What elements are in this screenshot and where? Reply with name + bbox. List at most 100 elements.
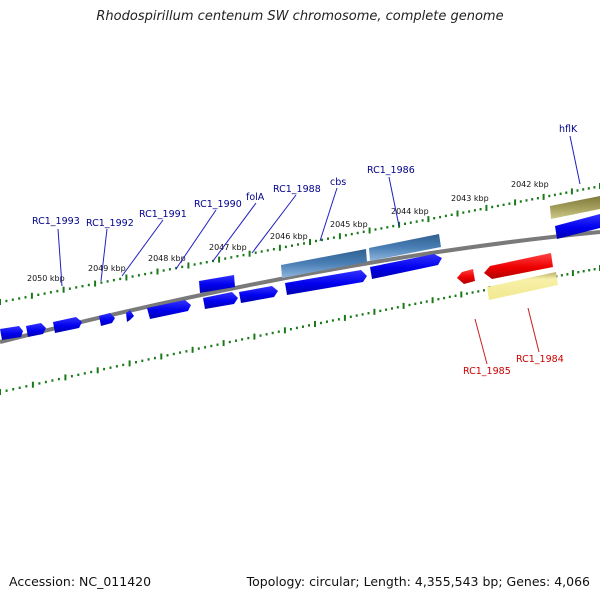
scale-major-tick xyxy=(278,244,281,251)
scale-minor-tick xyxy=(199,262,202,265)
scale-minor-tick xyxy=(355,314,358,317)
scale-minor-tick xyxy=(115,365,118,368)
scale-minor-tick xyxy=(409,221,412,224)
kbp-label-2049: 2049 kbp xyxy=(88,264,126,273)
scale-minor-tick xyxy=(24,296,27,299)
scale-major-tick xyxy=(253,333,256,340)
gene-arrow[interactable] xyxy=(555,214,600,239)
gene-box-hflk[interactable] xyxy=(550,196,600,219)
scale-major-tick xyxy=(191,346,194,353)
scale-minor-tick xyxy=(12,388,15,391)
scale-major-tick xyxy=(222,340,225,347)
gene-label-rc1-1992[interactable]: RC1_1992 xyxy=(86,218,134,229)
gene-arrow[interactable] xyxy=(285,270,367,295)
scale-minor-tick xyxy=(566,273,569,276)
gene-arrow[interactable] xyxy=(26,323,46,337)
kbp-label-2046: 2046 kbp xyxy=(270,232,308,241)
gene-label-rc1-1984[interactable]: RC1_1984 xyxy=(516,354,564,365)
gene-box-rc1-1986[interactable] xyxy=(369,234,441,261)
scale-minor-tick xyxy=(593,186,596,189)
scale-minor-tick xyxy=(216,343,219,346)
scale-minor-tick xyxy=(454,294,457,297)
gene-arrow[interactable] xyxy=(370,254,442,279)
scale-minor-tick xyxy=(259,334,262,337)
scale-minor-tick xyxy=(386,226,389,229)
gene-label-rc1-1990[interactable]: RC1_1990 xyxy=(194,199,242,210)
scale-minor-tick xyxy=(272,248,275,251)
scale-minor-tick xyxy=(266,249,269,252)
gene-box-rc1-1984-yellow[interactable] xyxy=(487,272,558,300)
gene-label-rc1-1993[interactable]: RC1_1993 xyxy=(32,216,80,227)
scale-minor-tick xyxy=(44,380,47,384)
scale-minor-tick xyxy=(502,203,505,206)
scale-minor-tick xyxy=(473,209,476,212)
scale-minor-tick xyxy=(166,354,169,357)
scale-major-tick xyxy=(431,297,434,304)
scale-minor-tick xyxy=(193,263,196,266)
gene-arrow[interactable] xyxy=(239,286,278,303)
scale-minor-tick xyxy=(137,274,140,277)
scale-minor-tick xyxy=(241,338,244,341)
scale-major-tick xyxy=(128,360,131,367)
scale-minor-tick xyxy=(265,333,268,336)
scale-major-tick xyxy=(309,239,311,245)
gene-box[interactable] xyxy=(199,275,235,293)
gene-arrow[interactable] xyxy=(126,310,134,322)
kbp-label-2045: 2045 kbp xyxy=(330,220,368,229)
scale-major-tick xyxy=(187,262,190,269)
kbp-scale-labels: 2050 kbp 2049 kbp 2048 kbp 2047 kbp 2046… xyxy=(27,180,549,283)
scale-minor-tick xyxy=(593,268,596,271)
scale-major-tick xyxy=(218,256,221,263)
scale-minor-tick xyxy=(362,230,365,233)
scale-minor-tick xyxy=(391,307,393,310)
scale-major-tick xyxy=(314,321,316,327)
scale-minor-tick xyxy=(437,298,440,301)
scale-major-tick xyxy=(96,367,99,374)
scale-minor-tick xyxy=(295,326,298,330)
scale-minor-tick xyxy=(559,192,562,195)
scale-minor-tick xyxy=(37,293,40,296)
gene-arrow[interactable] xyxy=(99,313,115,326)
scale-minor-tick xyxy=(271,331,274,335)
scale-minor-tick xyxy=(587,187,590,190)
gene-box-cbs[interactable] xyxy=(281,249,367,278)
scale-minor-tick xyxy=(331,319,334,322)
scale-minor-tick xyxy=(228,340,231,344)
gene-arrow[interactable] xyxy=(0,326,23,340)
scale-minor-tick xyxy=(448,295,451,299)
gene-label-hflk[interactable]: hflK xyxy=(559,124,578,135)
scale-minor-tick xyxy=(462,211,465,214)
plus-strand-genes xyxy=(0,196,600,340)
kbp-label-2050: 2050 kbp xyxy=(27,274,65,283)
gene-arrow[interactable] xyxy=(203,292,238,309)
scale-minor-tick xyxy=(57,377,60,381)
scale-minor-tick xyxy=(247,336,250,340)
scale-minor-tick xyxy=(119,277,122,281)
scale-minor-tick xyxy=(254,251,257,254)
scale-minor-tick xyxy=(5,389,8,392)
gene-label-rc1-1986[interactable]: RC1_1986 xyxy=(367,165,415,176)
scale-major-tick xyxy=(427,216,430,223)
gene-arrow-rc1-1985[interactable] xyxy=(457,269,475,284)
gene-arrow-rc1-1984-red[interactable] xyxy=(484,253,553,279)
scale-minor-tick xyxy=(144,272,147,276)
gene-label-fola[interactable]: folA xyxy=(246,192,265,203)
gene-arrow[interactable] xyxy=(53,317,82,333)
gene-label-rc1-1991[interactable]: RC1_1991 xyxy=(139,209,187,220)
gene-label-rc1-1988[interactable]: RC1_1988 xyxy=(273,184,321,195)
scale-minor-tick xyxy=(420,301,423,304)
gene-label-cbs[interactable]: cbs xyxy=(330,177,346,188)
scale-minor-tick xyxy=(179,351,182,354)
scale-minor-tick xyxy=(404,222,406,225)
scale-major-tick xyxy=(94,280,97,287)
scale-major-tick xyxy=(160,353,163,360)
scale-major-tick xyxy=(343,314,346,321)
gene-label-rc1-1985[interactable]: RC1_1985 xyxy=(463,366,511,377)
gene-arrow[interactable] xyxy=(147,300,191,319)
scale-minor-tick xyxy=(477,290,480,293)
scale-major-tick xyxy=(64,374,67,381)
scale-minor-tick xyxy=(11,298,14,301)
scale-minor-tick xyxy=(277,330,280,333)
scale-minor-tick xyxy=(392,224,395,228)
